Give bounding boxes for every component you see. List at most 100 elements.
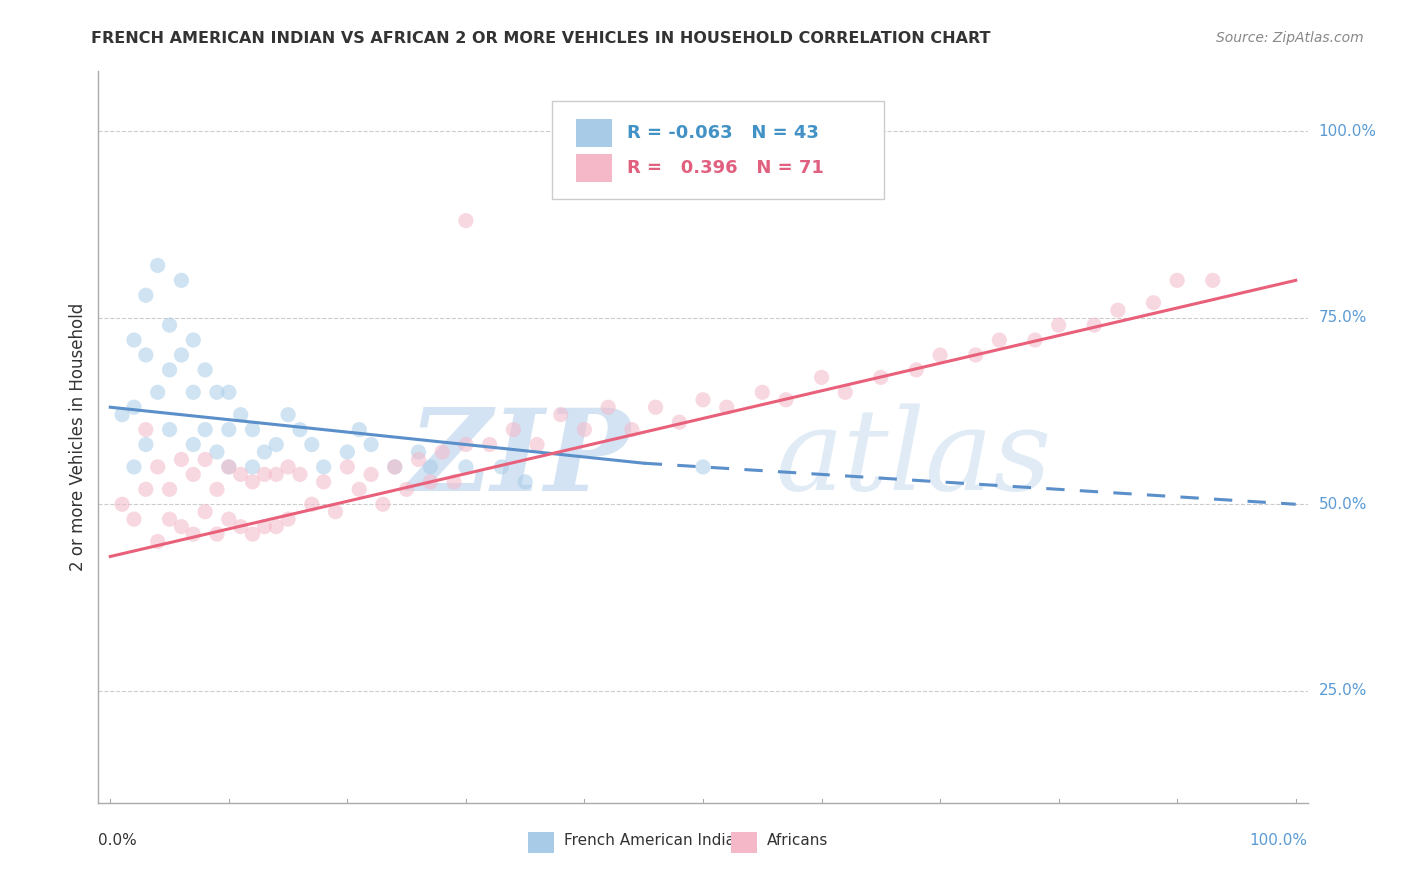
Point	[751, 385, 773, 400]
Point	[288, 467, 311, 482]
Point	[491, 459, 513, 474]
Point	[312, 459, 335, 474]
Point	[159, 512, 181, 526]
Point	[146, 385, 169, 400]
FancyBboxPatch shape	[551, 101, 884, 200]
Point	[408, 445, 430, 459]
Point	[288, 423, 311, 437]
Point	[775, 392, 797, 407]
Point	[242, 459, 264, 474]
Text: Source: ZipAtlas.com: Source: ZipAtlas.com	[1216, 31, 1364, 45]
Text: ZIP: ZIP	[409, 403, 630, 515]
Point	[181, 385, 204, 400]
Point	[810, 370, 832, 384]
Point	[159, 318, 181, 332]
Point	[716, 401, 738, 415]
Point	[644, 401, 666, 415]
Point	[668, 415, 690, 429]
Point	[454, 213, 477, 227]
Point	[253, 467, 276, 482]
Text: Africans: Africans	[768, 833, 828, 848]
Point	[194, 452, 217, 467]
Point	[218, 423, 240, 437]
Text: 100.0%: 100.0%	[1250, 833, 1308, 848]
Point	[242, 527, 264, 541]
Point	[929, 348, 952, 362]
Point	[360, 437, 382, 451]
Point	[834, 385, 856, 400]
FancyBboxPatch shape	[576, 154, 613, 182]
Point	[692, 459, 714, 474]
Point	[170, 519, 193, 533]
Point	[419, 475, 441, 489]
Point	[264, 437, 287, 451]
Point	[550, 408, 572, 422]
Point	[146, 459, 169, 474]
FancyBboxPatch shape	[576, 119, 613, 146]
Point	[159, 363, 181, 377]
Text: R = -0.063   N = 43: R = -0.063 N = 43	[627, 124, 818, 142]
Y-axis label: 2 or more Vehicles in Household: 2 or more Vehicles in Household	[69, 303, 87, 571]
Point	[135, 423, 157, 437]
Point	[181, 437, 204, 451]
Point	[170, 348, 193, 362]
Point	[194, 505, 217, 519]
Point	[336, 445, 359, 459]
Text: 50.0%: 50.0%	[1319, 497, 1367, 512]
Point	[869, 370, 891, 384]
Point	[1142, 295, 1164, 310]
Point	[218, 459, 240, 474]
Point	[1024, 333, 1046, 347]
Point	[135, 288, 157, 302]
Text: FRENCH AMERICAN INDIAN VS AFRICAN 2 OR MORE VEHICLES IN HOUSEHOLD CORRELATION CH: FRENCH AMERICAN INDIAN VS AFRICAN 2 OR M…	[91, 31, 991, 46]
Point	[988, 333, 1011, 347]
Point	[218, 459, 240, 474]
Text: R =   0.396   N = 71: R = 0.396 N = 71	[627, 159, 824, 177]
Point	[432, 445, 454, 459]
Point	[242, 423, 264, 437]
Point	[347, 423, 370, 437]
Point	[135, 348, 157, 362]
Point	[194, 363, 217, 377]
Point	[229, 408, 252, 422]
Point	[301, 497, 323, 511]
Point	[159, 423, 181, 437]
FancyBboxPatch shape	[731, 832, 758, 853]
Point	[384, 459, 406, 474]
Point	[170, 273, 193, 287]
Point	[170, 452, 193, 467]
Point	[1107, 303, 1129, 318]
Point	[371, 497, 394, 511]
Point	[146, 259, 169, 273]
Point	[218, 385, 240, 400]
Point	[1083, 318, 1105, 332]
Point	[277, 512, 299, 526]
Point	[325, 505, 347, 519]
Point	[277, 459, 299, 474]
Point	[146, 534, 169, 549]
Point	[312, 475, 335, 489]
Text: 25.0%: 25.0%	[1319, 683, 1367, 698]
Point	[443, 475, 465, 489]
Point	[181, 333, 204, 347]
Point	[122, 459, 145, 474]
Point	[395, 483, 418, 497]
Point	[1202, 273, 1225, 287]
Point	[620, 423, 643, 437]
Point	[277, 408, 299, 422]
Text: 100.0%: 100.0%	[1319, 124, 1376, 138]
Point	[264, 519, 287, 533]
Point	[905, 363, 928, 377]
Point	[408, 452, 430, 467]
Point	[1166, 273, 1188, 287]
Point	[242, 475, 264, 489]
Point	[347, 483, 370, 497]
Point	[135, 483, 157, 497]
Point	[419, 459, 441, 474]
Point	[229, 519, 252, 533]
Point	[194, 423, 217, 437]
Point	[264, 467, 287, 482]
Point	[181, 527, 204, 541]
Point	[135, 437, 157, 451]
Point	[574, 423, 596, 437]
